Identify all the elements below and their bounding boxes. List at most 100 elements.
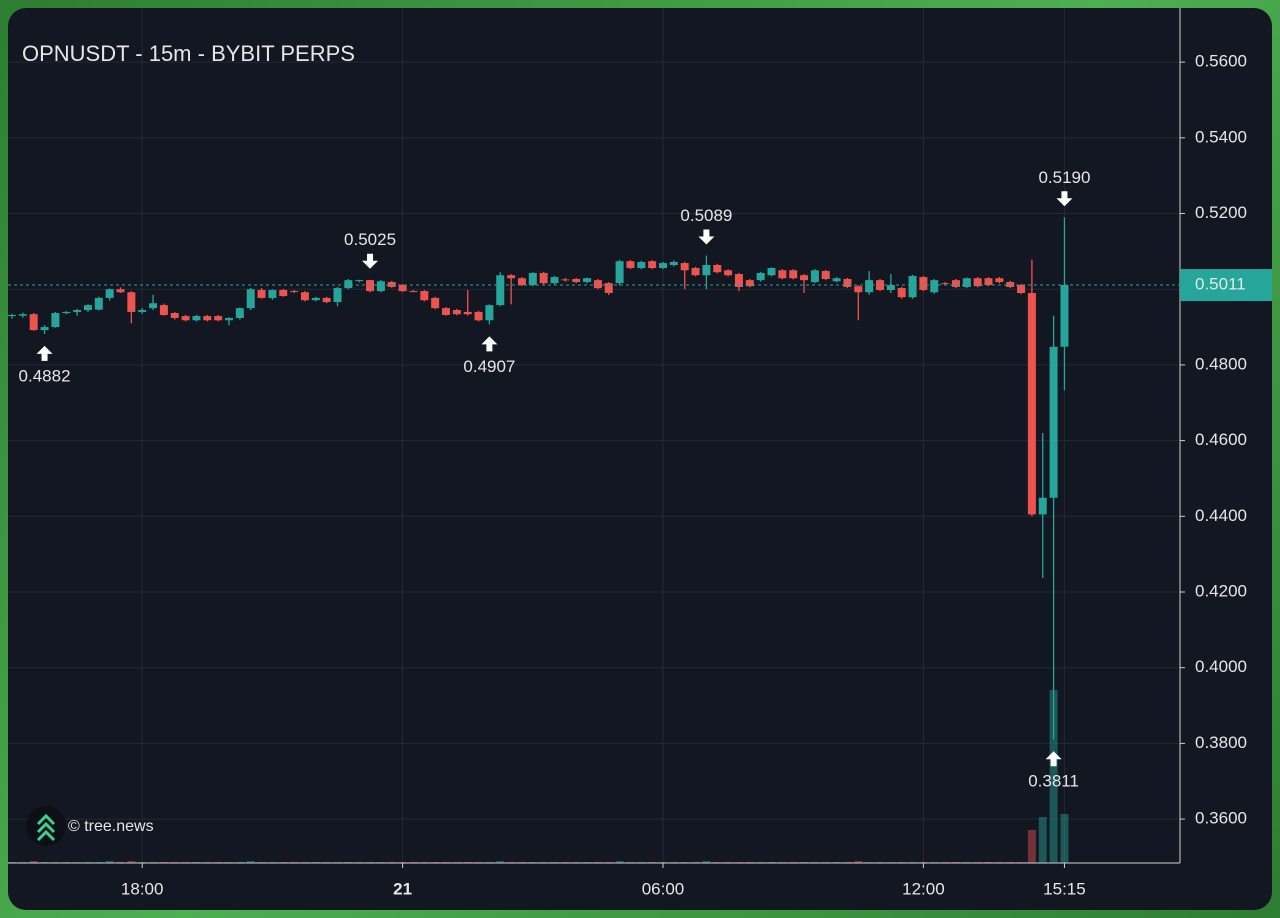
annotation-label: 0.5190	[1038, 168, 1090, 187]
candle-body	[919, 277, 928, 290]
candle-body	[659, 263, 667, 269]
y-tick-label: 0.3800	[1195, 733, 1247, 752]
logo-chevrons	[36, 813, 56, 842]
annotation-label: 0.4882	[19, 366, 71, 385]
candle-body	[517, 278, 526, 286]
candle-body	[73, 310, 82, 312]
annotation: 0.5089	[680, 206, 732, 245]
y-tick-label: 0.4600	[1195, 430, 1247, 449]
annotation-arrow	[1056, 191, 1073, 207]
candle-body	[561, 279, 570, 281]
last-price-label: 0.5011	[1195, 275, 1246, 294]
candle-body	[539, 272, 548, 284]
candle-body	[724, 270, 733, 276]
candle-body	[235, 308, 244, 318]
candle-body	[951, 280, 960, 287]
candle-body	[149, 303, 158, 309]
candle-body	[225, 317, 233, 321]
annotation: 0.4882	[19, 345, 71, 385]
candle-body	[105, 289, 114, 298]
candle-body	[984, 278, 993, 286]
candle-body	[192, 316, 201, 321]
candle-body	[8, 314, 16, 317]
volume-bar	[105, 861, 114, 863]
candle-body	[170, 313, 179, 318]
candle-body	[420, 291, 429, 301]
candle-body	[83, 305, 92, 311]
candle-body	[1017, 285, 1026, 293]
y-tick-label: 0.5400	[1195, 127, 1247, 146]
annotation-arrow	[36, 345, 53, 361]
candle-body	[366, 280, 375, 292]
y-tick-label: 0.5200	[1195, 203, 1247, 222]
candle-body	[279, 289, 288, 297]
candle-body	[1060, 285, 1069, 347]
candle-body	[767, 268, 776, 276]
x-tick-label: 21	[393, 879, 412, 898]
volume-bar	[615, 861, 624, 863]
candle-body	[626, 261, 635, 269]
candle-body	[290, 291, 299, 293]
candle-body	[962, 278, 971, 287]
candle-body	[593, 280, 602, 289]
candle-body	[995, 278, 1004, 283]
candle-body	[550, 277, 559, 284]
candle-body	[854, 286, 863, 293]
candle-body	[973, 278, 982, 287]
volume-bar	[29, 861, 38, 863]
candle-body	[778, 270, 787, 279]
candle-body	[832, 278, 841, 282]
candle-body	[800, 275, 809, 281]
candle-body	[116, 289, 125, 293]
candle-body	[127, 292, 136, 312]
candle-body	[528, 272, 537, 286]
annotation-label: 0.4907	[463, 357, 515, 376]
candle-body	[669, 261, 678, 265]
volume-bar	[702, 861, 711, 863]
candle-body	[615, 261, 624, 284]
annotation-arrow	[698, 229, 715, 245]
annotation: 0.3811	[1028, 751, 1079, 791]
y-tick-label: 0.5600	[1195, 52, 1247, 71]
y-tick-label: 0.4800	[1195, 354, 1247, 373]
candle-body	[94, 297, 103, 310]
candle-body	[1006, 282, 1015, 287]
candle-body	[431, 297, 440, 309]
candle-body	[442, 308, 450, 315]
candle-body	[908, 275, 917, 298]
candle-body	[203, 316, 212, 321]
candle-body	[344, 280, 353, 289]
annotation-arrow	[1045, 751, 1062, 767]
annotation: 0.5025	[344, 230, 396, 269]
annotation-arrow	[481, 336, 498, 352]
candle-body	[485, 305, 494, 321]
candle-body	[496, 275, 505, 306]
candle-body	[18, 314, 27, 316]
watermark: © tree.news	[68, 818, 154, 835]
chart-title: OPNUSDT - 15m - BYBIT PERPS	[22, 41, 355, 66]
volume-bar	[496, 861, 505, 863]
x-tick-label: 18:00	[121, 879, 164, 898]
candle-body	[1049, 346, 1058, 498]
candle-body	[637, 261, 646, 269]
candle-body	[843, 278, 852, 287]
y-tick-label: 0.3600	[1195, 809, 1247, 828]
candle-body	[181, 316, 190, 321]
candle-body	[941, 283, 950, 285]
candles	[8, 217, 1069, 740]
candle-body	[821, 271, 830, 279]
candle-body	[1038, 497, 1047, 515]
candle-body	[409, 291, 418, 293]
candle-body	[702, 264, 711, 276]
candle-body	[40, 327, 49, 331]
candle-body	[300, 292, 309, 301]
y-tick-label: 0.4400	[1195, 506, 1247, 525]
annotation-label: 0.5025	[344, 230, 396, 249]
candle-body	[474, 311, 483, 321]
y-tick-label: 0.4000	[1195, 657, 1247, 676]
candle-body	[159, 305, 168, 315]
candle-body	[29, 314, 38, 331]
candle-body	[930, 280, 939, 293]
